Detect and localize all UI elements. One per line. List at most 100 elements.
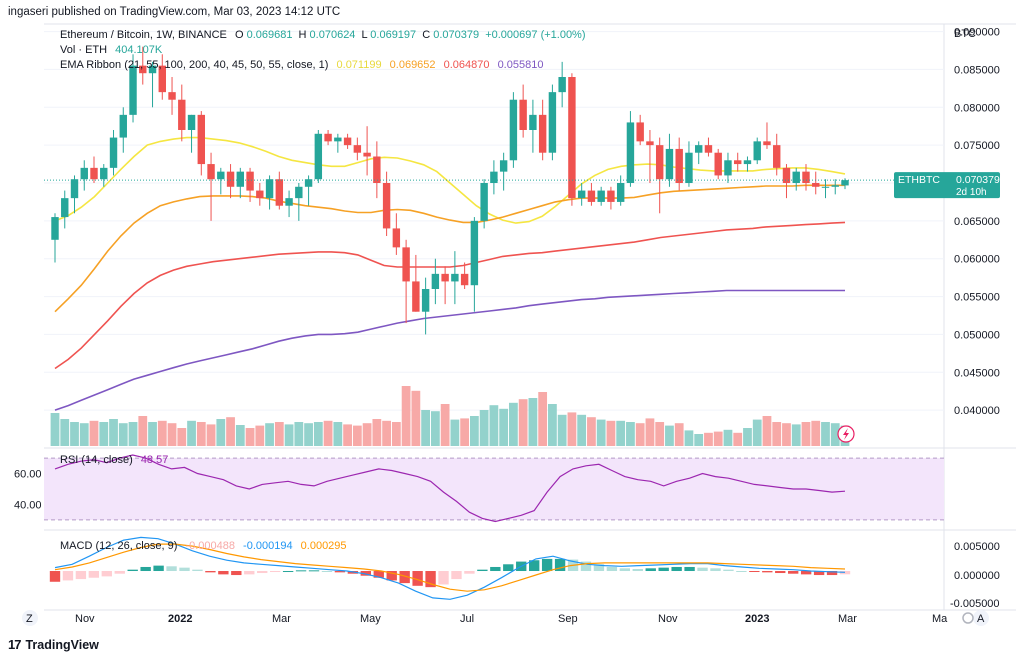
macd-line: [54, 536, 846, 600]
candle-body: [51, 217, 59, 240]
volume-bar: [167, 423, 177, 446]
price-tick: 0.040000: [954, 405, 1000, 417]
macd-hist-bar: [166, 566, 177, 572]
volume-bar: [830, 423, 840, 446]
ema-line-55: [54, 184, 845, 313]
candle-body: [626, 122, 635, 183]
macd-hist-bar: [671, 566, 682, 572]
price-tick: 0.090000: [954, 27, 1000, 39]
candle-body: [480, 183, 488, 221]
volume-bar: [391, 422, 401, 446]
time-tick: 2023: [745, 613, 769, 625]
candle-body: [470, 220, 479, 286]
current-price-badge: ETHBTC 0.070379 2d 10h: [894, 172, 1000, 199]
candle-body: [139, 65, 147, 74]
auto-scale-button[interactable]: A: [973, 610, 989, 626]
candle-body: [607, 190, 615, 202]
candle-body: [324, 133, 332, 142]
macd-hist-bar: [295, 570, 307, 572]
volume-bar: [479, 410, 489, 446]
ema-value-200: 0.055810: [498, 59, 544, 71]
tradingview-brand[interactable]: 17 TradingView: [8, 637, 99, 652]
candle-body: [743, 160, 752, 165]
ema-label: EMA Ribbon (21, 55, 100, 200, 40, 45, 50…: [60, 59, 328, 71]
macd-hist-bar: [114, 571, 125, 574]
macd-hist-bar: [399, 571, 410, 584]
macd-hist-bar: [529, 560, 540, 572]
volume-bar: [557, 414, 567, 446]
candle-body: [519, 99, 527, 130]
macd-hist-bar: [205, 571, 216, 573]
settings-icon[interactable]: [962, 612, 974, 624]
volume-bar: [752, 419, 762, 446]
price-grid: [44, 31, 944, 411]
macd-hist-bar: [451, 571, 462, 580]
volume-bar: [782, 423, 791, 446]
volume-label: Vol · ETH: [60, 44, 107, 56]
price-tick: 0.055000: [954, 292, 1000, 304]
volume-bar: [606, 420, 616, 446]
candle-body: [285, 198, 293, 206]
candle-body: [197, 114, 206, 165]
macd-hist-bar: [762, 571, 773, 573]
candle-body: [597, 190, 605, 202]
volume-bar: [694, 434, 704, 446]
volume-bar: [518, 399, 528, 446]
macd-hist-bar: [697, 567, 708, 572]
candle-body: [207, 164, 215, 180]
volume-bar: [265, 423, 274, 446]
zoom-button[interactable]: Z: [22, 610, 38, 626]
macd-hist-bar: [826, 571, 838, 576]
macd-hist-bar: [101, 571, 112, 577]
legend-l-value: 0.069197: [370, 29, 416, 41]
price-axis[interactable]: 0.0900000.0850000.0800000.0750000.070000…: [954, 27, 1000, 418]
candle-body: [109, 137, 118, 168]
candle-body: [831, 185, 839, 187]
lightning-icon[interactable]: [837, 425, 855, 443]
candle-body: [724, 160, 732, 176]
candle-body: [373, 156, 381, 183]
candle-body: [295, 186, 303, 199]
macd-hist-bar: [386, 571, 397, 581]
volume-bar: [196, 422, 206, 446]
rsi-title: RSI (14, close) 48.57: [60, 454, 168, 466]
volume-bar: [645, 418, 655, 446]
volume-bar: [762, 416, 772, 446]
candle-body: [577, 190, 586, 199]
macd-hist-bar: [541, 558, 553, 572]
candle-body: [460, 273, 469, 286]
macd-hist-bar: [334, 571, 346, 573]
macd-hist-bar: [503, 564, 514, 572]
candle-body: [792, 171, 800, 183]
candle-body: [246, 171, 254, 191]
macd-hist-value: -0.000488: [185, 540, 235, 552]
candle-body: [402, 247, 410, 282]
macd-hist-bar: [360, 571, 371, 576]
macd-hist-bar: [179, 567, 190, 572]
volume-bar: [801, 422, 811, 446]
candle-body: [431, 273, 440, 289]
legend-l-label: L: [362, 29, 368, 41]
macd-tick-high: 0.005000: [954, 541, 1000, 553]
auto-scale-label: A: [977, 613, 985, 625]
macd-hist-bar: [244, 571, 255, 575]
macd-hist-bar: [736, 571, 747, 573]
candle-body: [646, 141, 654, 146]
volume-bar: [372, 419, 382, 446]
volume-bar: [70, 422, 79, 446]
candle-body: [714, 152, 722, 176]
price-tick: 0.065000: [954, 216, 1000, 228]
macd-hist-bar: [477, 569, 488, 572]
candle-body: [773, 145, 781, 168]
candle-body: [80, 167, 88, 180]
candle-body: [490, 171, 498, 183]
candle-body: [421, 289, 430, 312]
ema-value-21: 0.071199: [337, 59, 382, 71]
macd-hist-bar: [684, 566, 695, 572]
time-tick: Ma: [932, 613, 948, 625]
volume-bar: [109, 419, 118, 446]
volume-bar: [128, 422, 138, 446]
volume-bar: [79, 423, 89, 446]
time-axis[interactable]: Nov 2022 Mar May Jul Sep Nov 2023 Mar Ma: [75, 613, 948, 625]
